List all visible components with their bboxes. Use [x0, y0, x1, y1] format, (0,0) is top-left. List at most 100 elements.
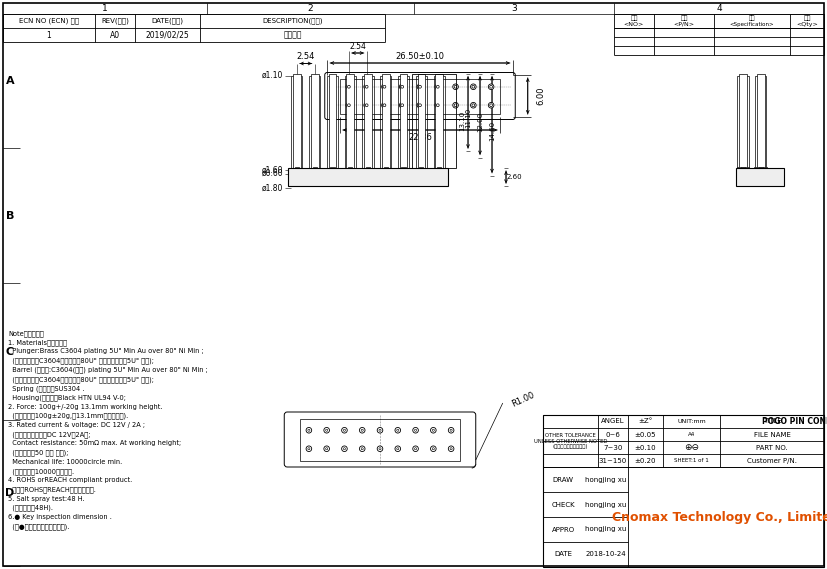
Circle shape [414, 429, 417, 431]
Text: DATE: DATE [554, 551, 572, 558]
Circle shape [308, 429, 310, 431]
Circle shape [433, 429, 434, 431]
Bar [736, 168, 784, 186]
Text: 22.86: 22.86 [408, 133, 432, 142]
Bar [361, 171, 375, 186]
Bar [300, 419, 460, 460]
Text: （符合ROHS和REACH标准的产品）.: （符合ROHS和REACH标准的产品）. [8, 486, 96, 493]
Text: 3: 3 [511, 3, 517, 13]
Text: ±Z°: ±Z° [638, 418, 653, 424]
Bar [294, 167, 299, 176]
Circle shape [471, 84, 476, 89]
Circle shape [377, 427, 383, 433]
Circle shape [472, 85, 475, 88]
Text: ø1.80: ø1.80 [261, 184, 283, 193]
Circle shape [448, 427, 454, 433]
Text: A: A [6, 76, 14, 86]
Bar [309, 76, 320, 186]
Text: PART NO.: PART NO. [756, 444, 788, 451]
Circle shape [417, 84, 423, 89]
Text: 4: 4 [716, 3, 722, 13]
Text: 1. Materials：（材料）: 1. Materials：（材料） [8, 339, 67, 346]
Bar [382, 73, 390, 169]
Text: 2: 2 [308, 3, 313, 13]
Bar [330, 167, 335, 176]
Text: Housing(塑胶）：Black HTN UL94 V-0;: Housing(塑胶）：Black HTN UL94 V-0; [8, 394, 126, 401]
Text: 0~6: 0~6 [605, 431, 620, 438]
Bar [313, 167, 317, 176]
Circle shape [364, 84, 370, 89]
Circle shape [452, 102, 458, 108]
Circle shape [448, 446, 454, 452]
Text: 2018-10-24: 2018-10-24 [586, 551, 626, 558]
Text: 4. ROHS orREACH compliant product.: 4. ROHS orREACH compliant product. [8, 477, 132, 483]
Circle shape [454, 85, 457, 88]
Bar [380, 76, 391, 186]
Circle shape [360, 427, 365, 433]
Bar [362, 76, 374, 186]
Text: 2.54: 2.54 [297, 52, 315, 61]
Text: 31~150: 31~150 [599, 457, 627, 464]
Text: TITLE: TITLE [762, 418, 782, 424]
Text: 规格
<Specification>: 规格 <Specification> [729, 15, 774, 27]
Circle shape [490, 104, 493, 106]
Text: OTHER TOLERANCE
UNLESS OTHERWISE NOTED
(其他公差除非另有说明): OTHER TOLERANCE UNLESS OTHERWISE NOTED (… [533, 432, 607, 450]
Bar [347, 73, 354, 169]
Text: (机械寿命：10000次最小）.: (机械寿命：10000次最小）. [8, 468, 74, 475]
Text: hongjing xu: hongjing xu [585, 501, 626, 508]
Circle shape [343, 429, 346, 431]
Text: Mechanical life: 10000circle min.: Mechanical life: 10000circle min. [8, 459, 122, 465]
Text: (盐雾测试：48H).: (盐雾测试：48H). [8, 505, 53, 512]
Circle shape [360, 446, 365, 452]
Circle shape [418, 85, 422, 88]
Bar [433, 76, 445, 186]
Circle shape [361, 429, 363, 431]
Bar [328, 73, 337, 169]
Circle shape [395, 427, 400, 433]
Circle shape [306, 446, 312, 452]
Bar [344, 171, 356, 186]
Circle shape [383, 85, 386, 88]
Text: ±0.10: ±0.10 [634, 444, 657, 451]
Text: Spring (弹簧）：SUS304 .: Spring (弹簧）：SUS304 . [8, 385, 84, 392]
Text: 14.60: 14.60 [489, 121, 495, 141]
Bar [326, 171, 339, 186]
Text: REV(版次): REV(版次) [101, 18, 129, 24]
Text: 序号
<NO>: 序号 <NO> [624, 15, 644, 27]
Circle shape [347, 104, 351, 106]
Text: working height: working height [437, 97, 442, 145]
Text: 数量
<Qty>: 数量 <Qty> [796, 15, 818, 27]
Bar [364, 73, 372, 169]
Text: hongjing xu: hongjing xu [585, 476, 626, 483]
Bar [290, 171, 304, 186]
Circle shape [413, 427, 418, 433]
Text: 首次发行: 首次发行 [284, 31, 302, 39]
Circle shape [342, 446, 347, 452]
Circle shape [308, 448, 310, 450]
Circle shape [413, 446, 418, 452]
Circle shape [326, 429, 327, 431]
Bar [398, 76, 409, 186]
Text: C: C [6, 347, 14, 357]
Text: Contact resistance: 50mΩ max. At working height;: Contact resistance: 50mΩ max. At working… [8, 440, 181, 447]
Text: ECN NO (ECN) 编号: ECN NO (ECN) 编号 [19, 18, 79, 24]
Text: 1: 1 [46, 31, 51, 39]
Text: 5. Salt spray test:48 H.: 5. Salt spray test:48 H. [8, 496, 84, 502]
Text: A0: A0 [110, 31, 120, 39]
Text: ø0.60: ø0.60 [261, 169, 283, 178]
Text: ±0.05: ±0.05 [635, 431, 657, 438]
Circle shape [488, 84, 494, 89]
Circle shape [488, 102, 494, 108]
Text: 2. Force: 100g+/-20g 13.1mm working height.: 2. Force: 100g+/-20g 13.1mm working heig… [8, 403, 162, 410]
Bar [758, 167, 762, 176]
Bar [419, 167, 423, 176]
Circle shape [342, 427, 347, 433]
Text: hongjing xu: hongjing xu [585, 526, 626, 533]
Circle shape [381, 102, 387, 108]
Text: 13.10: 13.10 [459, 110, 465, 131]
Circle shape [324, 427, 329, 433]
Circle shape [346, 84, 351, 89]
Bar [401, 167, 406, 176]
Circle shape [399, 102, 405, 108]
Text: ø1.60: ø1.60 [261, 166, 283, 175]
